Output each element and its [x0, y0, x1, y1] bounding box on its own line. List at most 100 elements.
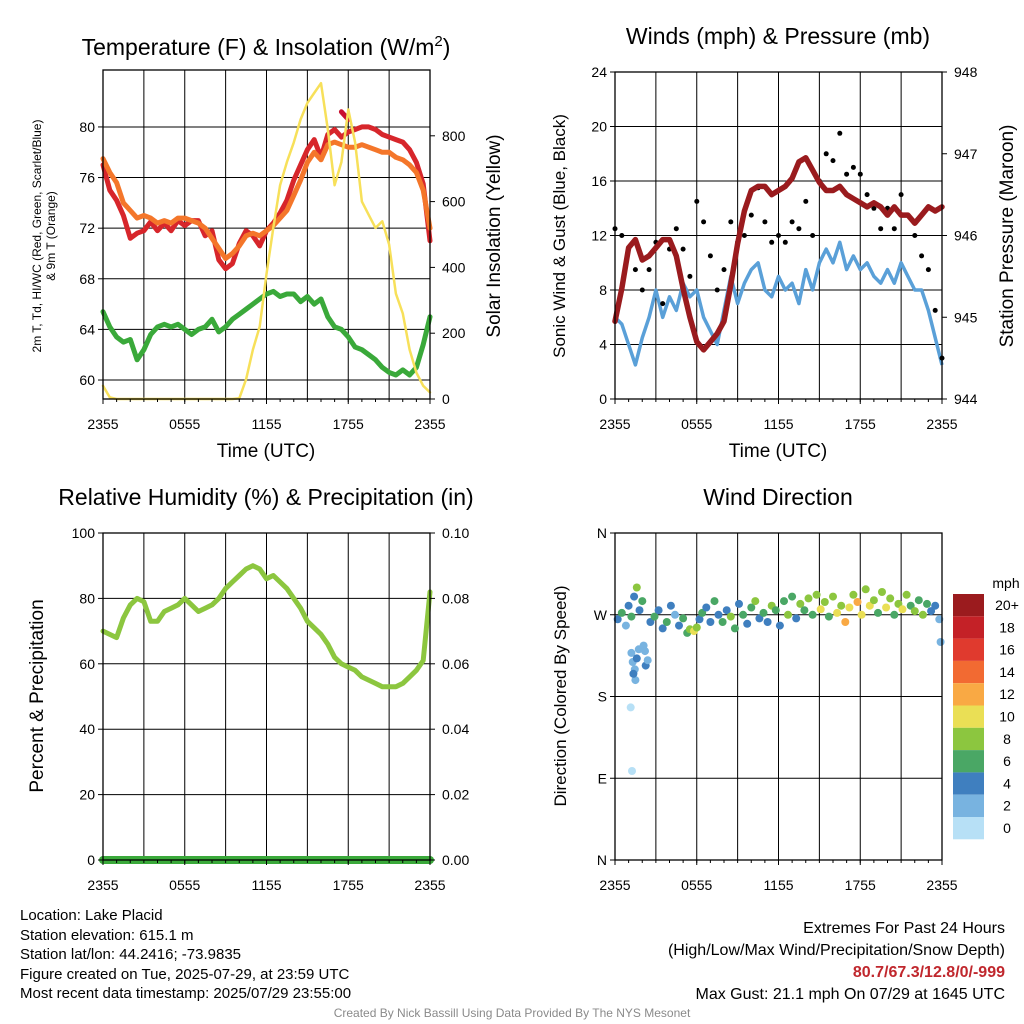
- gust-point: [891, 226, 897, 232]
- gust-point: [782, 239, 788, 245]
- gust-point: [741, 233, 747, 238]
- x-tick-label: 0555: [681, 416, 712, 432]
- y-tick-label: N: [597, 852, 607, 868]
- direction-point: [763, 618, 772, 626]
- x-tick-label: 2355: [87, 416, 118, 432]
- direction-point: [771, 606, 780, 615]
- direction-point: [829, 592, 837, 601]
- direction-point: [658, 624, 667, 633]
- direction-ticks: 2355 0555 1155 1755 2355 N E S W N: [594, 525, 958, 893]
- sonic-wind-line: [613, 240, 944, 367]
- y-tick-label: 40: [79, 721, 95, 737]
- y-tick-label: 0: [599, 391, 607, 407]
- direction-point: [935, 615, 944, 624]
- temperature-title: Temperature (F) & Insolation (W/m2): [82, 33, 451, 60]
- direction-point: [910, 607, 919, 616]
- gust-point: [728, 219, 734, 225]
- colorbar-label: 14: [999, 664, 1015, 680]
- extremes-values: 80.7/67.3/12.8/0/-999: [852, 964, 1005, 981]
- winds-series: [612, 130, 945, 367]
- figure-created: Figure created on Tue, 2025-07-29, at 23…: [20, 965, 350, 983]
- colorbar-swatch: [953, 616, 984, 639]
- gust-point: [871, 205, 877, 211]
- gust-point: [701, 219, 707, 225]
- y-tick-label: 60: [79, 656, 95, 672]
- x-tick-label: 1755: [333, 416, 364, 432]
- colorbar-swatch: [953, 750, 984, 773]
- relative-humidity-line: [100, 563, 433, 690]
- y-tick-label: N: [597, 525, 607, 541]
- direction-point: [627, 612, 636, 621]
- y-tick-label: 100: [72, 525, 96, 541]
- y2-tick-label: 946: [954, 228, 978, 244]
- gust-point: [912, 233, 918, 238]
- direction-point: [784, 610, 792, 619]
- direction-point: [914, 596, 923, 605]
- direction-point: [751, 597, 760, 606]
- direction-point: [923, 599, 931, 608]
- y2-tick-label: 0.10: [442, 525, 469, 541]
- direction-point: [679, 614, 688, 623]
- direction-point: [671, 610, 679, 619]
- colorbar-label: 18: [999, 619, 1015, 635]
- x-tick-label: 2355: [926, 416, 957, 432]
- direction-point: [820, 598, 829, 606]
- y2-tick-label: 947: [954, 146, 978, 162]
- colorbar-swatch: [953, 817, 984, 840]
- direction-point: [861, 585, 870, 594]
- colorbar-swatch: [953, 660, 984, 684]
- y-tick-label: S: [598, 689, 607, 705]
- direction-point: [626, 703, 635, 712]
- gust-point: [660, 301, 666, 307]
- y-tick-label: W: [594, 607, 608, 623]
- direction-point: [726, 612, 735, 621]
- x-tick-label: 0555: [169, 416, 200, 432]
- colorbar-swatch: [953, 794, 984, 817]
- gust-point: [748, 212, 754, 218]
- colorbar-label: 16: [999, 642, 1015, 658]
- direction-point: [675, 621, 683, 630]
- direction-point: [747, 603, 756, 612]
- direction-point: [918, 610, 927, 619]
- direction-point: [635, 606, 644, 615]
- gust-point: [694, 198, 700, 204]
- colorbar-label: 2: [1003, 798, 1011, 814]
- y-tick-label: 64: [79, 321, 95, 337]
- colorbar-label: 10: [999, 709, 1015, 725]
- gust-point: [632, 267, 638, 273]
- station-latlon: Station lat/lon: 44.2416; -73.9835: [20, 946, 242, 963]
- winds-title: Winds (mph) & Pressure (mb): [626, 23, 930, 49]
- temperature-xlabel: Time (UTC): [217, 441, 316, 462]
- direction-point: [629, 669, 638, 678]
- gust-point: [776, 233, 781, 238]
- y-tick-label: 80: [79, 119, 95, 135]
- winds-xlabel: Time (UTC): [729, 441, 828, 462]
- gust-point: [844, 171, 850, 177]
- direction-point: [902, 590, 911, 599]
- gust-point: [707, 253, 713, 259]
- colorbar-swatch: [953, 594, 984, 617]
- direction-point: [833, 608, 842, 617]
- y-tick-label: 16: [591, 173, 607, 189]
- speed-colorbar: 20+ 18 16 14 12 10 8 6 4 2 0: [953, 594, 1019, 840]
- direction-point: [869, 596, 878, 605]
- direction-point: [755, 614, 764, 623]
- y2-tick-label: 945: [954, 309, 978, 325]
- gust-point: [919, 253, 925, 259]
- direction-point: [890, 610, 899, 619]
- y2-tick-label: 0.00: [442, 852, 469, 868]
- gust-point: [639, 287, 645, 293]
- direction-point: [759, 608, 768, 617]
- direction-point: [706, 618, 715, 626]
- direction-point: [874, 608, 882, 617]
- direction-point: [641, 647, 649, 656]
- y2-tick-label: 0.04: [442, 721, 469, 737]
- y-tick-label: 68: [79, 271, 95, 287]
- y-tick-label: 8: [599, 282, 607, 298]
- direction-point: [662, 618, 671, 626]
- y2-tick-label: 0.08: [442, 590, 469, 606]
- colorbar-label: 6: [1003, 753, 1011, 769]
- direction-point: [865, 601, 874, 610]
- direction-point: [632, 583, 641, 592]
